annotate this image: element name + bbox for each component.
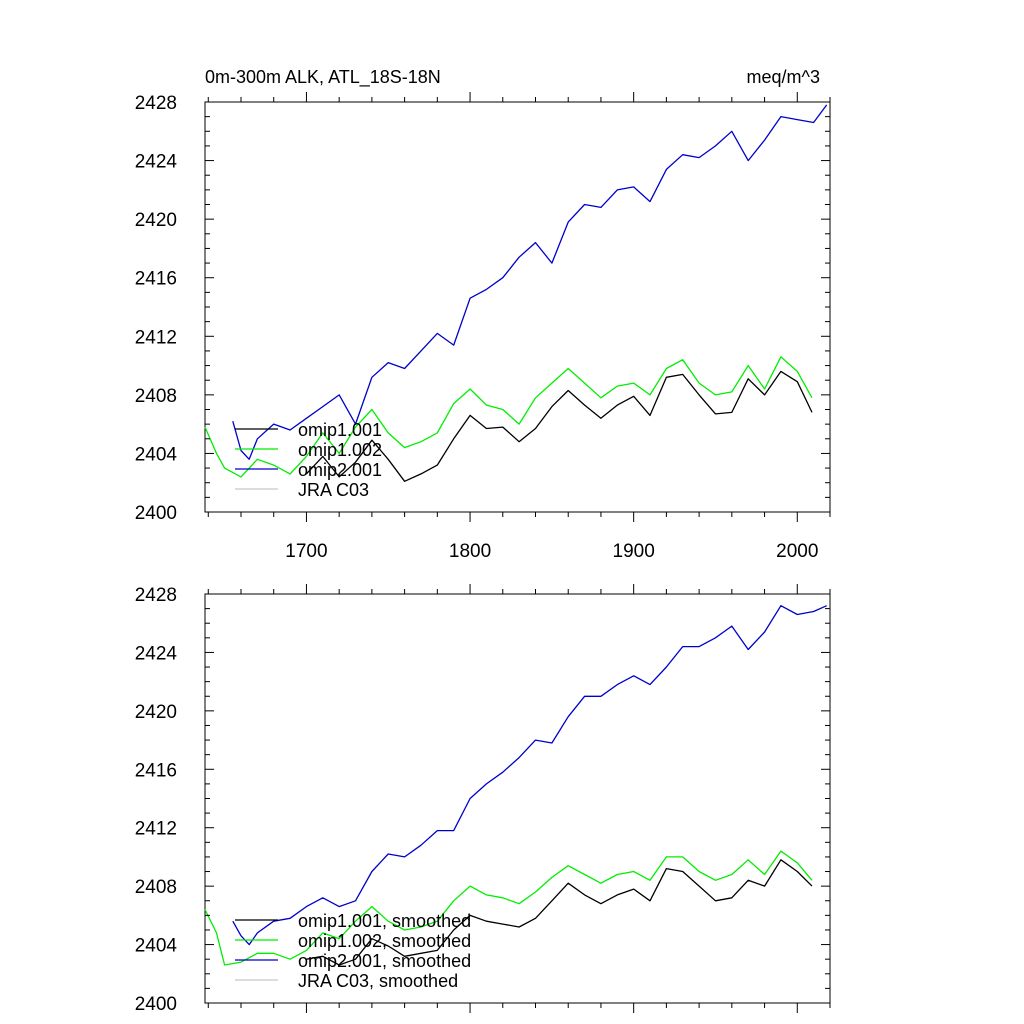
- x-tick-label: 2000: [776, 541, 818, 562]
- y-tick-label: 2424: [135, 152, 178, 173]
- legend-label-1: omip1.001, smoothed: [298, 911, 471, 931]
- y-tick-label: 2412: [135, 819, 177, 840]
- y-tick-label: 2404: [135, 936, 178, 957]
- series-line-1: [306, 859, 813, 966]
- series-line-3: [232, 104, 828, 460]
- y-tick-label: 2420: [135, 210, 177, 231]
- series-line-3: [232, 605, 827, 946]
- y-tick-label: 2400: [135, 503, 177, 524]
- chart-units: meq/m^3: [747, 67, 820, 87]
- x-tick-label: 1700: [285, 541, 327, 562]
- y-tick-label: 2428: [135, 585, 177, 606]
- y-tick-label: 2416: [135, 760, 177, 781]
- y-tick-label: 2400: [135, 994, 177, 1015]
- y-tick-label: 2408: [135, 386, 177, 407]
- y-tick-label: 2424: [135, 643, 178, 664]
- y-tick-label: 2416: [135, 269, 177, 290]
- chart-title: 0m-300m ALK, ATL_18S-18N: [205, 67, 441, 88]
- series-line-2: [204, 850, 813, 966]
- x-tick-label: 1900: [613, 541, 655, 562]
- y-tick-label: 2404: [135, 444, 178, 465]
- legend-label-4: JRA C03: [298, 480, 369, 500]
- legend-label-2: omip1.002: [298, 440, 382, 460]
- legend-label-3: omip2.001, smoothed: [298, 951, 471, 971]
- y-tick-label: 2408: [135, 877, 177, 898]
- legend-label-3: omip2.001: [298, 460, 382, 480]
- legend-label-1: omip1.001: [298, 420, 382, 440]
- legend-label-4: JRA C03, smoothed: [298, 971, 458, 991]
- bottom-panel: 2400 2404 2408 2412 2416 2420 2424 2428 omip1.00…: [135, 584, 831, 1015]
- series-line-2: [204, 356, 813, 478]
- y-tick-label: 2420: [135, 702, 177, 723]
- y-tick-label: 2428: [135, 93, 177, 114]
- series-line-1: [305, 370, 813, 482]
- x-tick-label: 1800: [449, 541, 491, 562]
- top-panel: 2400 2404 2408 2412 2416 2420 2424 2428 1700 1800…: [135, 67, 831, 562]
- y-tick-label: 2412: [135, 327, 177, 348]
- legend-label-2: omip1.002, smoothed: [298, 931, 471, 951]
